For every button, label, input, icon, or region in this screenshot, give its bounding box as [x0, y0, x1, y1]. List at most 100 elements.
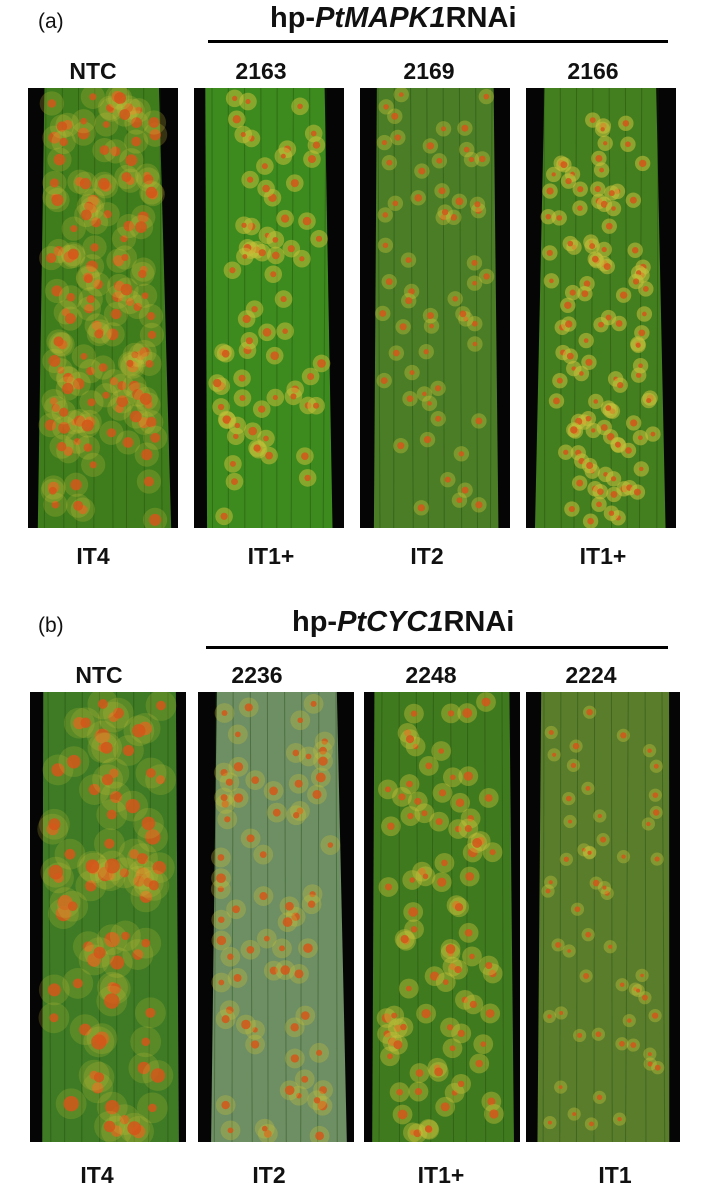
- rust-pustule: [440, 1102, 450, 1112]
- leaf-vein: [231, 692, 234, 1142]
- rust-pustule: [410, 710, 418, 717]
- rust-pustule: [303, 943, 313, 953]
- rust-pustule: [48, 486, 57, 495]
- rust-pustule: [421, 1008, 431, 1019]
- rust-pustule: [622, 120, 630, 127]
- rust-pustule: [636, 988, 641, 993]
- rust-pustule: [87, 398, 96, 407]
- rust-pustule: [583, 973, 590, 980]
- rust-pustule: [132, 949, 144, 960]
- rust-pustule: [62, 382, 74, 395]
- rust-pustule: [619, 291, 628, 299]
- rust-pustule: [258, 249, 266, 257]
- rust-pustule: [547, 1120, 552, 1125]
- rust-pustule: [407, 812, 414, 820]
- rust-pustule: [152, 860, 167, 875]
- rust-pustule: [238, 374, 246, 382]
- rust-pustule: [449, 1045, 456, 1052]
- rust-pustule: [585, 785, 591, 791]
- rust-pustule: [568, 819, 572, 824]
- rust-pustule: [394, 1024, 402, 1032]
- rust-pustule: [132, 723, 146, 738]
- rust-pustule: [605, 222, 613, 230]
- rust-pustule: [63, 1096, 79, 1112]
- rust-pustule: [591, 428, 596, 433]
- rust-pustule: [438, 748, 445, 754]
- rust-pustule: [137, 211, 149, 223]
- rust-pustule: [304, 474, 311, 482]
- rust-pustule: [53, 153, 66, 166]
- rust-pustule: [104, 858, 120, 874]
- rust-pustule: [110, 146, 121, 157]
- rust-pustule: [315, 1131, 324, 1141]
- rust-pustule: [638, 159, 647, 168]
- rust-pustule: [51, 403, 60, 412]
- leaf-vein: [610, 692, 613, 1142]
- rust-pustule: [62, 372, 74, 384]
- rust-pustule: [446, 1024, 454, 1031]
- rust-pustule: [595, 1031, 602, 1038]
- rust-pustule: [461, 124, 469, 132]
- rust-pustule: [51, 500, 60, 509]
- rust-pustule: [312, 789, 322, 799]
- leaf-photo: [37, 692, 179, 1142]
- rust-pustule: [112, 291, 124, 303]
- rust-pustule: [105, 1100, 120, 1115]
- rust-pustule: [596, 501, 602, 508]
- rust-pustule: [279, 945, 285, 952]
- rust-pustule: [608, 510, 615, 516]
- rust-pustule: [48, 818, 61, 831]
- rust-pustule: [398, 793, 406, 801]
- rust-pustule: [73, 438, 81, 446]
- rust-pustule: [596, 1094, 603, 1101]
- rust-pustule: [280, 214, 290, 223]
- rust-pustule: [269, 786, 278, 796]
- rust-pustule: [212, 378, 222, 388]
- rust-pustule: [247, 176, 254, 183]
- rust-pustule: [380, 377, 388, 385]
- rust-pustule: [551, 172, 556, 177]
- leaf-image: [526, 692, 680, 1142]
- leaf-blade: [373, 88, 499, 528]
- group-suffix: RNAi: [445, 2, 517, 34]
- rust-pustule: [119, 109, 131, 120]
- rust-pustule: [317, 359, 326, 368]
- rust-pustule: [418, 167, 426, 175]
- rust-pustule: [145, 416, 157, 428]
- rust-pustule: [600, 424, 608, 431]
- rust-pustule: [106, 809, 117, 820]
- rust-pustule: [653, 763, 659, 769]
- rust-pustule: [57, 366, 65, 374]
- rust-pustule: [564, 301, 572, 309]
- rust-pustule: [485, 961, 493, 970]
- rust-pustule: [242, 254, 248, 259]
- rust-pustule: [436, 157, 443, 164]
- rust-pustule: [591, 255, 599, 263]
- rust-pustule: [610, 490, 618, 498]
- rust-pustule: [387, 822, 395, 830]
- rust-pustule: [117, 381, 127, 391]
- rust-pustule: [454, 903, 464, 912]
- rust-pustule: [122, 744, 135, 757]
- rust-pustule: [382, 212, 388, 218]
- rust-pustule: [545, 213, 552, 220]
- rust-pustule: [131, 136, 142, 147]
- infection-type-label: IT4: [80, 1162, 114, 1188]
- rust-pustule: [123, 220, 135, 232]
- infection-type-label: IT1+: [417, 1162, 465, 1188]
- rust-pustule: [305, 753, 312, 760]
- rust-pustule: [398, 92, 404, 97]
- rust-pustule: [592, 879, 600, 887]
- leaf-vein: [43, 88, 47, 528]
- rust-pustule: [449, 963, 456, 970]
- leaf-photo: [537, 692, 670, 1142]
- rust-pustule: [583, 338, 589, 343]
- rust-pustule: [635, 342, 641, 348]
- group-title: hp-PtCYC1RNAi: [292, 606, 514, 639]
- rust-pustule: [155, 775, 166, 785]
- rust-pustule: [263, 435, 269, 442]
- rust-pustule: [225, 1006, 234, 1014]
- rust-pustule: [600, 127, 605, 132]
- rust-pustule: [640, 973, 644, 978]
- rust-pustule: [479, 155, 486, 163]
